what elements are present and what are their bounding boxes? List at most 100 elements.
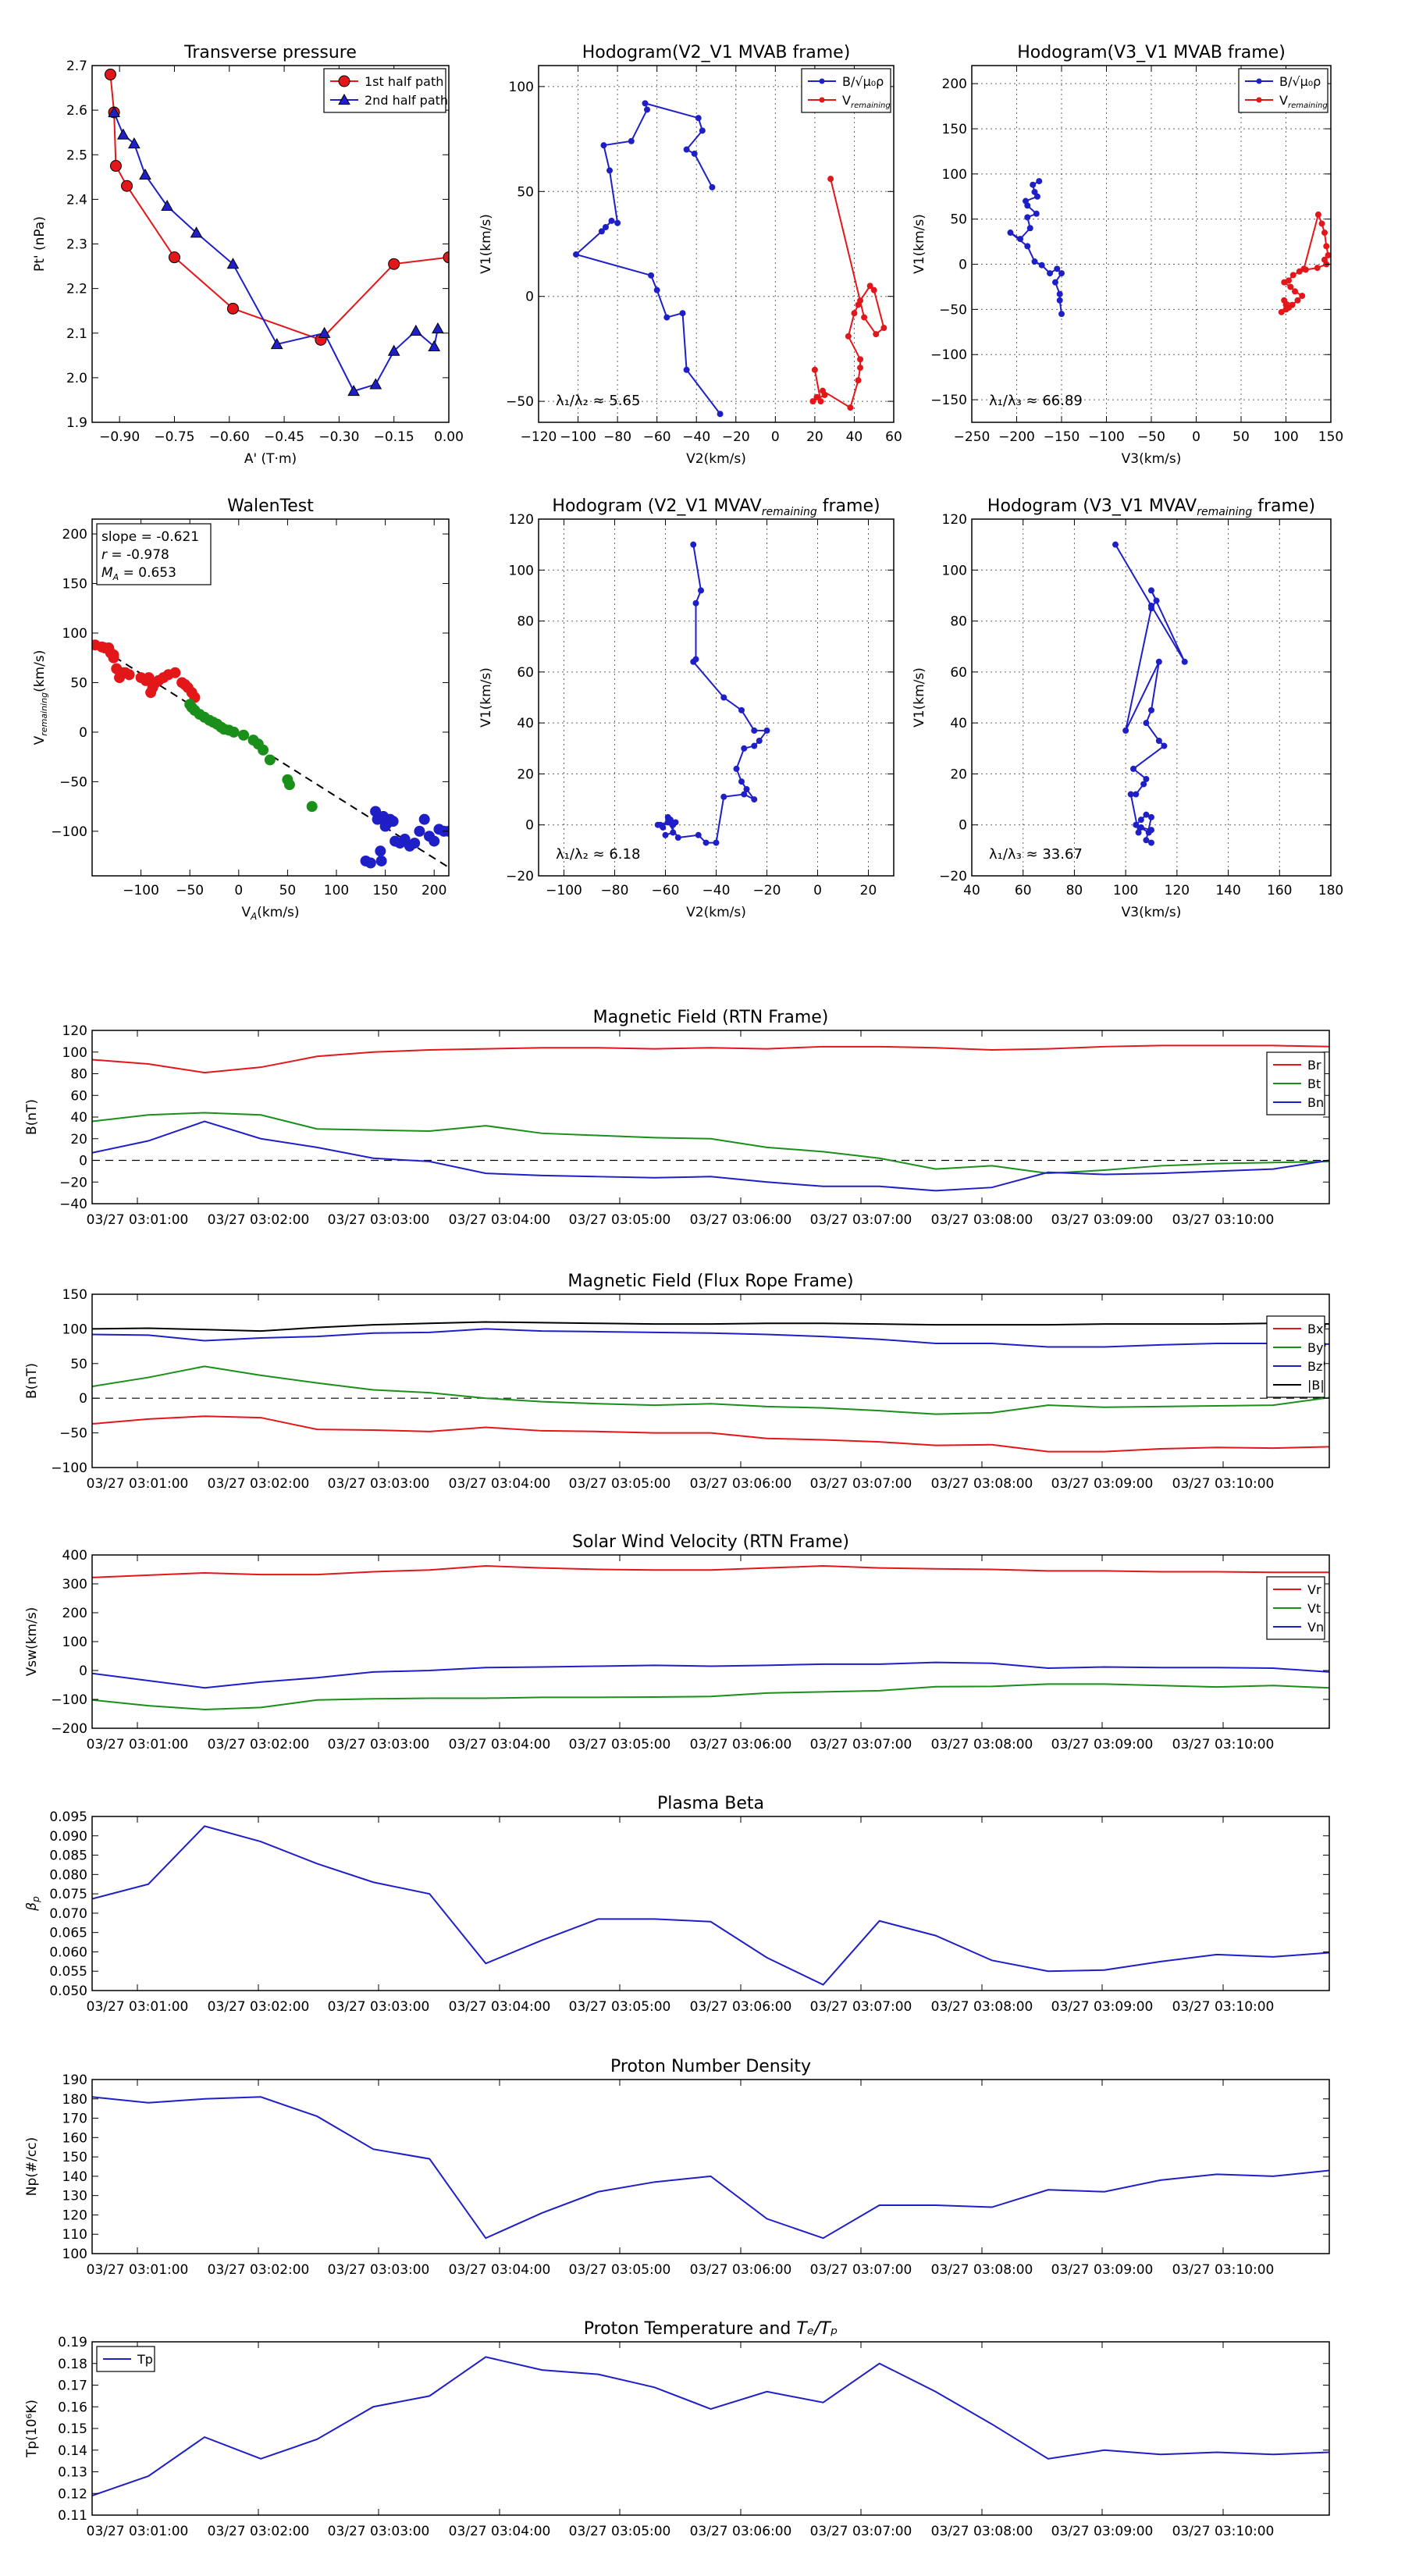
y-tick-label: 2.1 bbox=[66, 326, 87, 342]
x-tick-label: 03/27 03:02:00 bbox=[208, 2262, 310, 2278]
data-point bbox=[1281, 297, 1288, 304]
stat-symbol: M bbox=[101, 565, 113, 581]
y-tick-label: 0.075 bbox=[49, 1887, 87, 1902]
chart-walen: WalenTest −100 −50 0 50 100 150 200 −100 −50 0 50 10… bbox=[32, 496, 450, 922]
data-point bbox=[1155, 737, 1162, 744]
y-tick-label: −200 bbox=[51, 1721, 87, 1737]
legend: 1st half path 2nd half path bbox=[323, 68, 448, 113]
x-tick-label: 03/27 03:05:00 bbox=[569, 1999, 671, 2015]
y-tick-label: −100 bbox=[51, 824, 87, 840]
legend: B/√μ₀ρ Vremaining bbox=[1238, 68, 1329, 113]
data-point bbox=[1292, 288, 1298, 295]
data-point bbox=[1155, 658, 1162, 665]
legend-item: B/√μ₀ρ bbox=[1245, 74, 1321, 89]
x-tick-label: 03/27 03:10:00 bbox=[1172, 2262, 1275, 2278]
legend-label: Bt bbox=[1307, 1076, 1321, 1091]
x-tick-label: 03/27 03:09:00 bbox=[1051, 1999, 1154, 2015]
x-tick-label: −50 bbox=[1137, 429, 1165, 445]
data-point bbox=[880, 325, 887, 332]
x-tick-label: 03/27 03:07:00 bbox=[810, 1476, 912, 1492]
x-tick-label: 03/27 03:08:00 bbox=[931, 2262, 1033, 2278]
data-point bbox=[695, 115, 702, 122]
y-tick-label: 0.090 bbox=[49, 1829, 87, 1845]
data-point bbox=[1058, 270, 1065, 277]
data-point bbox=[226, 302, 239, 315]
data-point bbox=[683, 146, 690, 153]
x-tick-label: 03/27 03:04:00 bbox=[449, 1212, 551, 1228]
x-tick-label: −100 bbox=[560, 429, 596, 445]
data-point bbox=[751, 742, 758, 749]
data-point bbox=[1017, 236, 1024, 243]
data-point bbox=[664, 813, 671, 820]
plot-area bbox=[539, 519, 894, 876]
title-tail: frame) bbox=[1252, 496, 1315, 516]
data-point bbox=[861, 314, 868, 321]
data-point bbox=[1153, 597, 1160, 604]
y-tick-label: 100 bbox=[509, 80, 534, 95]
scatter-point bbox=[414, 825, 425, 837]
x-tick-label: −0.75 bbox=[154, 429, 194, 445]
x-axis-label: V2(km/s) bbox=[686, 451, 746, 467]
plot-area bbox=[92, 639, 449, 869]
data-point bbox=[1148, 827, 1154, 834]
series-line-1 bbox=[92, 2356, 1329, 2496]
x-tick-label: 03/27 03:03:00 bbox=[328, 2262, 430, 2278]
data-point bbox=[121, 180, 133, 192]
x-tick-label: 03/27 03:07:00 bbox=[810, 1212, 912, 1228]
data-point bbox=[857, 356, 864, 363]
data-point bbox=[699, 127, 706, 134]
data-point bbox=[1135, 829, 1142, 836]
y-axis-label: V1(km/s) bbox=[912, 667, 927, 728]
scatter-point bbox=[429, 835, 440, 847]
y-tick-label: 0.055 bbox=[49, 1964, 87, 1980]
y-axis-label: Tp(10⁶K) bbox=[24, 2400, 40, 2458]
series-line-2 bbox=[92, 1112, 1329, 1175]
x-tick-label: 03/27 03:02:00 bbox=[208, 1737, 310, 1752]
y-tick-label: 200 bbox=[62, 1606, 87, 1621]
legend-item: Vremaining bbox=[1245, 93, 1328, 110]
y-tick-label: 50 bbox=[70, 1357, 87, 1372]
x-tick-label: 03/27 03:05:00 bbox=[569, 1737, 671, 1752]
ylabel-sub: remaining bbox=[39, 692, 49, 736]
data-point bbox=[664, 819, 671, 826]
x-tick-label: 03/27 03:08:00 bbox=[931, 1999, 1033, 2015]
series-line-1 bbox=[92, 1825, 1329, 1986]
legend-item: |B| bbox=[1273, 1378, 1325, 1393]
data-point bbox=[1287, 283, 1294, 290]
ylabel-sub: p bbox=[30, 1896, 41, 1903]
x-tick-label: 03/27 03:09:00 bbox=[1051, 1737, 1154, 1752]
data-point bbox=[1036, 178, 1043, 185]
x-tick-label: 03/27 03:07:00 bbox=[810, 1999, 912, 2015]
ratio-annotation: λ₁/λ₃ ≈ 33.67 bbox=[989, 846, 1083, 863]
data-point bbox=[751, 796, 758, 803]
x-axis-label: V3(km/s) bbox=[1122, 451, 1182, 467]
data-point bbox=[1024, 214, 1031, 221]
x-tick-label: −20 bbox=[753, 883, 781, 898]
y-tick-label: −40 bbox=[59, 1197, 87, 1212]
data-point bbox=[672, 819, 679, 826]
data-point bbox=[1133, 821, 1140, 828]
x-tick-label: −0.15 bbox=[374, 429, 414, 445]
data-point bbox=[600, 142, 607, 149]
scatter-point bbox=[306, 801, 318, 813]
y-axis-label: Pt' (nPa) bbox=[32, 216, 48, 272]
data-point bbox=[857, 365, 864, 372]
x-tick-label: 03/27 03:05:00 bbox=[569, 1476, 671, 1492]
y-axis-label: V1(km/s) bbox=[478, 667, 494, 728]
plot-area bbox=[92, 1825, 1329, 1986]
stat-value: = 0.653 bbox=[119, 565, 176, 581]
y-tick-label: 100 bbox=[62, 1635, 87, 1650]
y-tick-label: 0.17 bbox=[58, 2379, 87, 2394]
data-point bbox=[369, 378, 382, 390]
y-tick-label: 100 bbox=[942, 563, 967, 578]
x-tick-label: −0.60 bbox=[209, 429, 250, 445]
title-tail: frame) bbox=[817, 496, 880, 516]
axes-frame bbox=[91, 2341, 1330, 2516]
data-point bbox=[1285, 277, 1292, 284]
x-tick-label: −60 bbox=[643, 429, 671, 445]
legend-label: B/√μ₀ρ bbox=[1279, 74, 1321, 89]
y-tick-label: 0.15 bbox=[58, 2421, 87, 2437]
data-point bbox=[1148, 706, 1154, 713]
x-tick-label: 03/27 03:08:00 bbox=[931, 1737, 1033, 1752]
data-point bbox=[1325, 251, 1331, 258]
